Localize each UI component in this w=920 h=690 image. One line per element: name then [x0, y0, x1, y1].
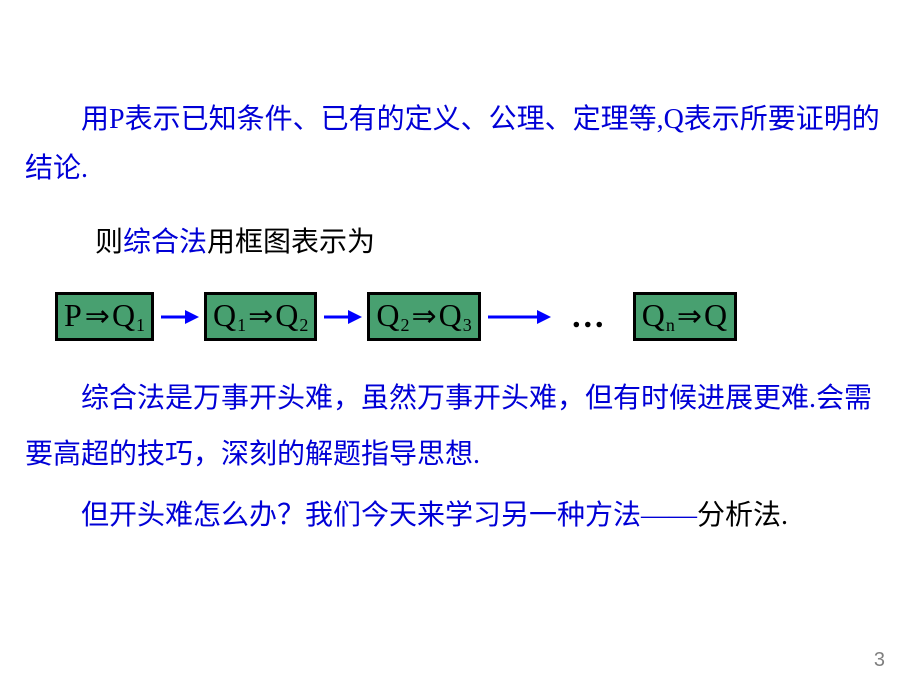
- box-left: Q: [213, 297, 236, 334]
- para2-prefix: 则: [95, 227, 123, 258]
- box-right-sub: 3: [463, 315, 472, 336]
- para4-black: 分析法.: [697, 500, 788, 531]
- page-number: 3: [874, 649, 885, 672]
- paragraph-4: 但开头难怎么办？我们今天来学习另一种方法——分析法.: [25, 488, 895, 544]
- implies-icon: ⇒: [85, 299, 110, 334]
- arrow-icon: [159, 305, 199, 329]
- box-right: Q: [275, 297, 298, 334]
- para4-blue: 但开头难怎么办？我们今天来学习另一种方法——: [81, 500, 697, 531]
- paragraph-2: 则综合法用框图表示为: [25, 218, 895, 267]
- ellipsis: …: [571, 298, 605, 336]
- para2-mid: 综合法: [123, 227, 207, 258]
- implies-icon: ⇒: [248, 299, 273, 334]
- box-left-sub: 2: [401, 315, 410, 336]
- flowchart-diagram: P ⇒ Q 1 Q 1 ⇒ Q 2 Q 2: [25, 292, 895, 341]
- box-right-sub: 2: [299, 315, 308, 336]
- paragraph-3: 综合法是万事开头难，虽然万事开头难，但有时候进展更难.会需要高超的技巧，深刻的解…: [25, 371, 895, 483]
- box-left-sub: 1: [237, 315, 246, 336]
- implies-icon: ⇒: [677, 299, 702, 334]
- flowchart-box: P ⇒ Q 1: [55, 292, 154, 341]
- box-right: Q: [112, 297, 135, 334]
- box-left-sub: n: [666, 315, 675, 336]
- box-right-sub: 1: [136, 315, 145, 336]
- box-left: Q: [376, 297, 399, 334]
- box-left: P: [64, 297, 82, 334]
- box-left: Q: [642, 297, 665, 334]
- box-right: Q: [439, 297, 462, 334]
- implies-icon: ⇒: [412, 299, 437, 334]
- paragraph-1: 用P表示已知条件、已有的定义、公理、定理等,Q表示所要证明的结论.: [25, 95, 895, 193]
- flowchart-box: Q 1 ⇒ Q 2: [204, 292, 317, 341]
- arrow-icon: [322, 305, 362, 329]
- flowchart-box: Q 2 ⇒ Q 3: [367, 292, 480, 341]
- arrow-icon: [486, 305, 551, 329]
- para2-suffix: 用框图表示为: [207, 227, 375, 258]
- box-right: Q: [704, 297, 727, 334]
- flowchart-box: Q n ⇒ Q: [633, 292, 737, 341]
